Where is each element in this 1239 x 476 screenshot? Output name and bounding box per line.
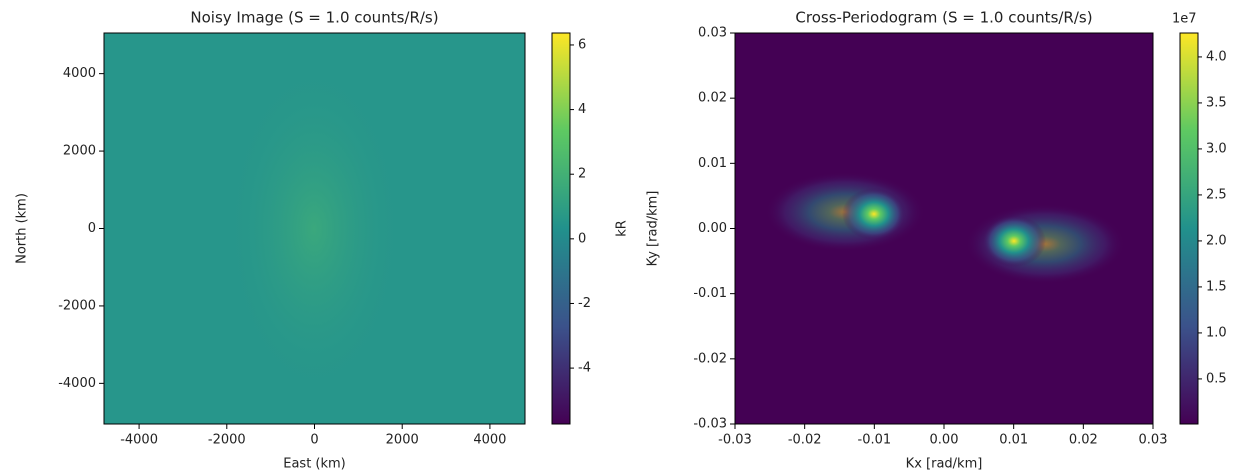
y-axis-label: North (km) xyxy=(15,193,30,264)
x-tick-label: -0.03 xyxy=(718,433,752,448)
x-tick-label: 0 xyxy=(310,433,318,448)
chart-title: Noisy Image (S = 1.0 counts/R/s) xyxy=(190,9,438,27)
x-tick-label: -4000 xyxy=(120,433,158,448)
colorbar-tick-label: 1.5 xyxy=(1206,279,1227,294)
x-tick-label: 2000 xyxy=(386,433,419,448)
x-tick-label: 0.00 xyxy=(930,433,959,448)
y-tick-label: 0.03 xyxy=(698,26,727,41)
colorbar-tick-label: 4 xyxy=(578,102,586,117)
colorbar-tick-label: -4 xyxy=(578,361,591,376)
image-texture xyxy=(224,59,404,399)
colorbar-label: kR xyxy=(615,220,630,237)
colorbar-tick-label: 2 xyxy=(578,167,586,182)
chart-title: Cross-Periodogram (S = 1.0 counts/R/s) xyxy=(795,9,1092,27)
colorbar-tick-label: 4.0 xyxy=(1206,49,1227,64)
y-tick-label: -2000 xyxy=(58,298,96,313)
colorbar-tick-label: 1.0 xyxy=(1206,325,1227,340)
image-texture xyxy=(982,215,1046,267)
x-tick-label: 4000 xyxy=(473,433,506,448)
y-tick-label: 0.02 xyxy=(698,91,727,106)
y-tick-label: -4000 xyxy=(58,376,96,391)
colorbar-tick-label: 0 xyxy=(578,231,586,246)
colorbar-tick-label: 0.5 xyxy=(1206,371,1227,386)
colorbar-tick-label: 3.5 xyxy=(1206,95,1227,110)
x-axis-label: Kx [rad/km] xyxy=(906,457,983,472)
x-tick-label: 0.03 xyxy=(1139,433,1168,448)
x-axis-label: East (km) xyxy=(283,457,346,472)
x-tick-label: -0.01 xyxy=(858,433,892,448)
x-tick-label: 0.02 xyxy=(1069,433,1098,448)
colorbar-tick-label: -2 xyxy=(578,296,591,311)
y-tick-label: 0 xyxy=(88,221,96,236)
colorbar-tick-label: 2.0 xyxy=(1206,233,1227,248)
y-tick-label: 0.01 xyxy=(698,156,727,171)
y-tick-label: 4000 xyxy=(63,66,96,81)
x-tick-label: -2000 xyxy=(208,433,246,448)
image-texture xyxy=(842,188,906,240)
colorbar-tick-label: 2.5 xyxy=(1206,187,1227,202)
y-tick-label: -0.03 xyxy=(693,417,727,432)
y-axis-label: Ky [rad/km] xyxy=(646,191,661,267)
x-tick-label: 0.01 xyxy=(999,433,1028,448)
colorbar xyxy=(551,32,571,425)
colorbar-tick-label: 3.0 xyxy=(1206,141,1227,156)
y-tick-label: 0.00 xyxy=(698,221,727,236)
y-tick-label: -0.01 xyxy=(693,286,727,301)
y-tick-label: -0.02 xyxy=(693,351,727,366)
colorbar-tick-label: 6 xyxy=(578,37,586,52)
colorbar xyxy=(1179,32,1199,425)
colorbar-offset: 1e7 xyxy=(1172,12,1197,27)
y-tick-label: 2000 xyxy=(63,144,96,159)
x-tick-label: -0.02 xyxy=(788,433,822,448)
